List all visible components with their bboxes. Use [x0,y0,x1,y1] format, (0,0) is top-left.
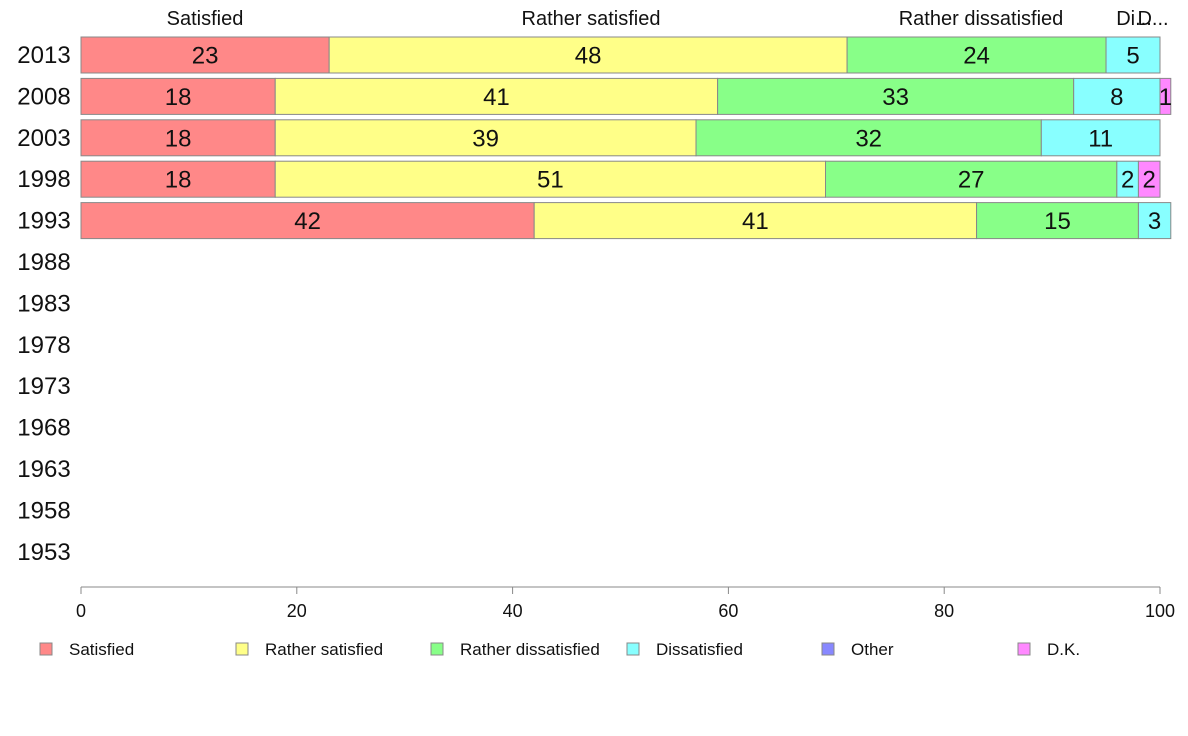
year-label: 2003 [17,125,70,152]
legend-label: Other [851,640,894,659]
value-label: 27 [958,167,985,194]
value-label: 48 [575,43,602,70]
year-label: 1958 [17,497,70,524]
x-tick-label: 100 [1145,601,1175,621]
top-label: Rather dissatisfied [899,8,1064,30]
value-label: 18 [165,84,192,111]
bar-segment [695,119,1042,157]
year-label: 1983 [17,290,70,317]
legend-swatch [626,642,640,656]
bar-segment [80,202,535,240]
value-label: 39 [472,125,499,152]
year-label: 1998 [17,166,70,193]
bar-segment [1073,77,1161,115]
legend-swatch [821,642,835,656]
bars-area: 23 48 24 5 18 41 33 8 1 18 39 32 11 18 51 27 2 2 42 41 15 3 [80,36,1172,240]
value-label: 15 [1044,208,1071,235]
bar-segment [825,160,1118,198]
value-label: 33 [882,84,909,111]
top-label: Rather satisfied [522,8,661,30]
bar-segment [274,77,719,115]
year-axis-labels: 2013 2008 2003 1998 1993 1988 1983 1978 1973 1968… [17,42,70,566]
value-label: 41 [483,84,510,111]
value-label: 1 [1159,84,1172,111]
year-label: 1973 [17,373,70,400]
legend-label: D.K. [1047,640,1080,659]
bar-segment [274,160,827,198]
value-label: 5 [1126,43,1139,70]
year-label: 1993 [17,208,70,235]
value-label: 2 [1121,167,1134,194]
x-tick-label: 80 [934,601,954,621]
year-label: 1963 [17,456,70,483]
legend-label: Dissatisfied [656,640,743,659]
legend-swatch [39,642,53,656]
bar-segment [80,160,276,198]
year-label: 1953 [17,539,70,566]
top-label: D... [1137,8,1168,30]
year-label: 2008 [17,83,70,110]
year-label: 1968 [17,415,70,442]
legend-swatch [430,642,444,656]
legend-label: Rather satisfied [265,640,383,659]
value-label: 41 [742,208,769,235]
bar-segment [1159,77,1172,115]
value-label: 51 [537,167,564,194]
value-label: 11 [1088,125,1113,152]
bar-segment [1137,160,1161,198]
x-tick-label: 0 [76,601,86,621]
value-label: 18 [165,125,192,152]
bar-segment [1040,119,1161,157]
value-label: 42 [294,208,321,235]
bar-segment [976,202,1139,240]
bar-segment [717,77,1075,115]
bar-segment [80,77,276,115]
x-axis: 0 20 40 60 80 100 [76,586,1175,621]
top-category-labels: Satisfied Rather satisfied Rather dissatis… [167,8,1169,30]
year-label: 1978 [17,332,70,359]
x-tick-label: 20 [287,601,307,621]
legend-label: Rather dissatisfied [460,640,600,659]
bar-segment [1105,36,1161,74]
x-tick-label: 40 [503,601,523,621]
value-label: 32 [855,125,882,152]
legend-label: Satisfied [69,640,134,659]
value-label: 8 [1110,84,1123,111]
value-label: 2 [1143,167,1156,194]
bar-segment [80,119,276,157]
legend: Satisfied Rather satisfied Rather dissatis… [39,640,1080,659]
bar-segment [533,202,978,240]
top-label: Di... [1116,8,1152,30]
bar-segment [1137,202,1172,240]
year-label: 1988 [17,249,70,276]
bar-segment [328,36,848,74]
value-label: 18 [165,167,192,194]
top-label: Satisfied [167,8,244,30]
legend-swatch [235,642,249,656]
value-label: 24 [963,43,990,70]
x-tick-label: 60 [718,601,738,621]
legend-swatch [1017,642,1031,656]
value-label: 23 [192,43,219,70]
value-label: 3 [1148,208,1161,235]
year-label: 2013 [17,42,70,69]
